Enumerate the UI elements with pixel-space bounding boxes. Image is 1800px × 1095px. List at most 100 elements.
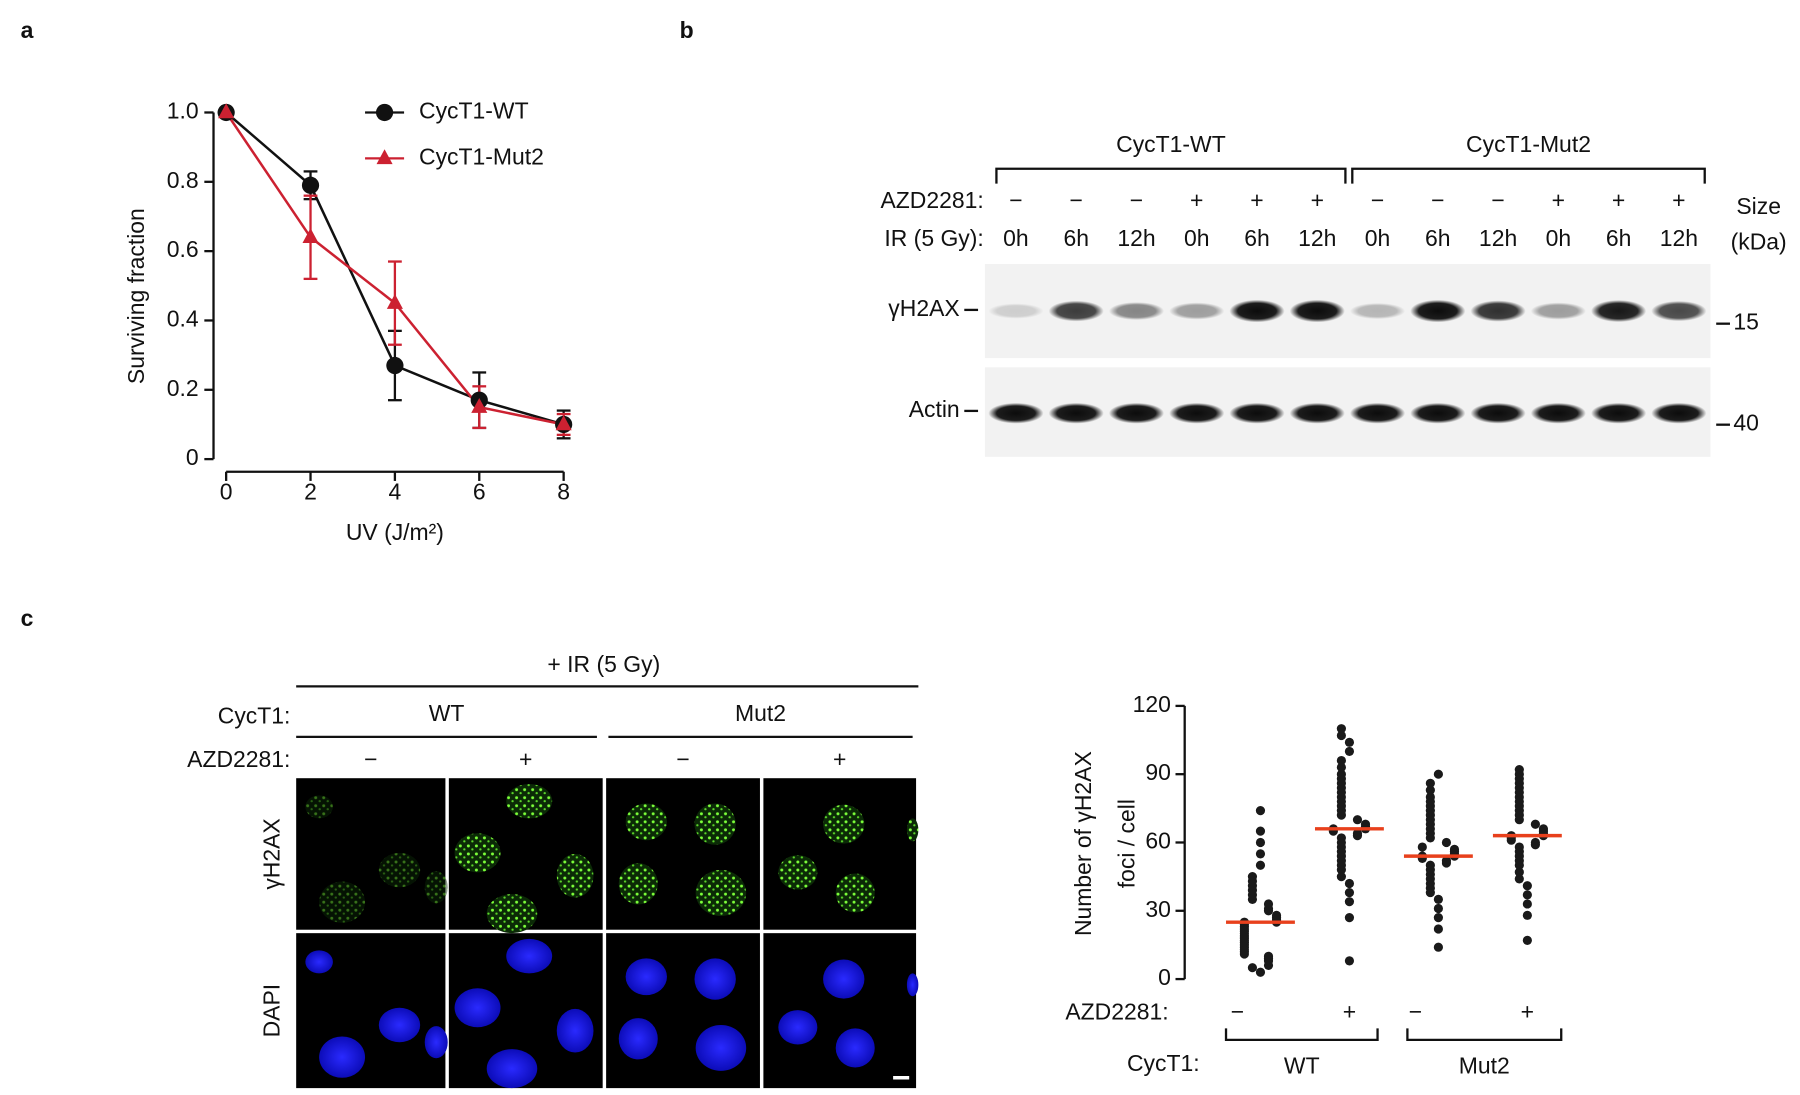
marker xyxy=(218,103,235,119)
dot xyxy=(1263,899,1274,909)
dot xyxy=(1522,910,1532,920)
panel-label: a xyxy=(21,17,34,43)
blot-band xyxy=(988,402,1044,424)
x-tick-label: + xyxy=(1521,999,1534,1025)
channel-label: DAPI xyxy=(258,984,284,1038)
dot xyxy=(1336,769,1346,779)
blot-band xyxy=(1108,402,1165,424)
blot-band xyxy=(1289,299,1345,323)
band-label: Actin xyxy=(909,396,960,422)
nucleus xyxy=(486,1049,538,1089)
dot xyxy=(1425,860,1435,870)
group-bracket xyxy=(995,167,1347,184)
nucleus xyxy=(625,958,667,996)
group-bracket xyxy=(1406,1028,1563,1042)
nucleus xyxy=(556,1008,594,1053)
nucleus xyxy=(319,881,366,923)
nucleus xyxy=(778,1010,818,1045)
treatment-label: − xyxy=(364,746,377,772)
dot xyxy=(1344,737,1355,747)
dot xyxy=(1336,730,1346,741)
y-tick-label: 1.0 xyxy=(167,98,199,124)
dot xyxy=(1522,899,1532,909)
lane-label: 0h xyxy=(1003,225,1029,251)
size-header: (kDa) xyxy=(1731,228,1787,254)
lane-label: − xyxy=(1130,187,1143,213)
dot xyxy=(1425,785,1435,795)
lane-label: + xyxy=(1672,187,1685,213)
dot xyxy=(1538,824,1549,834)
nucleus xyxy=(305,950,333,974)
nucleus xyxy=(695,870,747,916)
nucleus xyxy=(906,818,919,842)
group-label: Mut2 xyxy=(1459,1053,1510,1079)
dot xyxy=(1344,746,1355,757)
lane-label: 6h xyxy=(1244,225,1270,251)
lane-label: − xyxy=(1371,187,1384,213)
dot xyxy=(1255,849,1266,859)
x-tick-label: − xyxy=(1409,999,1422,1025)
lane-label: 12h xyxy=(1479,225,1517,251)
lane-label: 6h xyxy=(1063,225,1089,251)
micrograph xyxy=(763,933,917,1089)
dot xyxy=(1514,765,1524,775)
dot xyxy=(1255,826,1266,836)
blot-band xyxy=(1048,300,1104,322)
group-label: WT xyxy=(429,700,465,726)
blot-band xyxy=(1108,302,1165,321)
legend-label: CycT1-WT xyxy=(419,98,529,124)
dot xyxy=(1344,878,1355,889)
nucleus xyxy=(506,938,553,974)
nucleus xyxy=(378,852,421,888)
group-bracket xyxy=(1224,1028,1379,1042)
lane-label: 0h xyxy=(1184,225,1210,251)
dot xyxy=(1344,887,1355,898)
x-tick-label: 0 xyxy=(220,479,233,505)
dot xyxy=(1522,935,1532,945)
marker xyxy=(386,293,403,309)
dot xyxy=(1433,924,1443,934)
y-axis-label: Surviving fraction xyxy=(123,208,149,384)
blot-band xyxy=(1169,302,1225,320)
blot-band xyxy=(1229,299,1285,323)
size-header: Size xyxy=(1736,193,1781,219)
blot-band xyxy=(1350,402,1406,424)
nucleus xyxy=(823,804,865,844)
y-tick-label: 0.8 xyxy=(167,167,199,193)
nucleus xyxy=(835,1028,875,1068)
treatment-label: − xyxy=(676,746,689,772)
blot-band xyxy=(1470,402,1526,424)
dot xyxy=(1417,842,1427,852)
x-tick-label: 8 xyxy=(557,479,570,505)
nucleus xyxy=(823,959,865,999)
nucleus xyxy=(835,873,875,913)
dot xyxy=(1449,844,1460,854)
dot xyxy=(1263,951,1274,961)
dot xyxy=(1247,872,1258,882)
dot xyxy=(1336,833,1346,843)
dot xyxy=(1255,967,1266,977)
lane-label: 0h xyxy=(1365,225,1391,251)
nucleus xyxy=(506,783,553,819)
marker xyxy=(301,176,320,194)
lane-label: + xyxy=(1190,187,1203,213)
nucleus xyxy=(378,1007,421,1043)
nucleus xyxy=(618,1018,658,1060)
lane-label: + xyxy=(1612,187,1625,213)
dot xyxy=(1336,724,1346,734)
lane-label: 12h xyxy=(1298,225,1336,251)
treatment-label: + xyxy=(833,746,846,772)
condition-label: + IR (5 Gy) xyxy=(547,651,660,677)
lane-label: + xyxy=(1311,187,1324,213)
marker xyxy=(555,415,572,431)
nucleus xyxy=(618,863,658,905)
y-tick-label: 0 xyxy=(1158,964,1171,990)
group-header: CycT1: xyxy=(218,702,291,728)
y-tick-label: 60 xyxy=(1145,828,1171,854)
nucleus xyxy=(694,958,736,1000)
dot xyxy=(1425,792,1435,802)
nucleus xyxy=(694,803,736,845)
dot xyxy=(1255,837,1266,848)
blot-membrane xyxy=(984,263,1711,359)
panel-label: c xyxy=(21,605,34,631)
